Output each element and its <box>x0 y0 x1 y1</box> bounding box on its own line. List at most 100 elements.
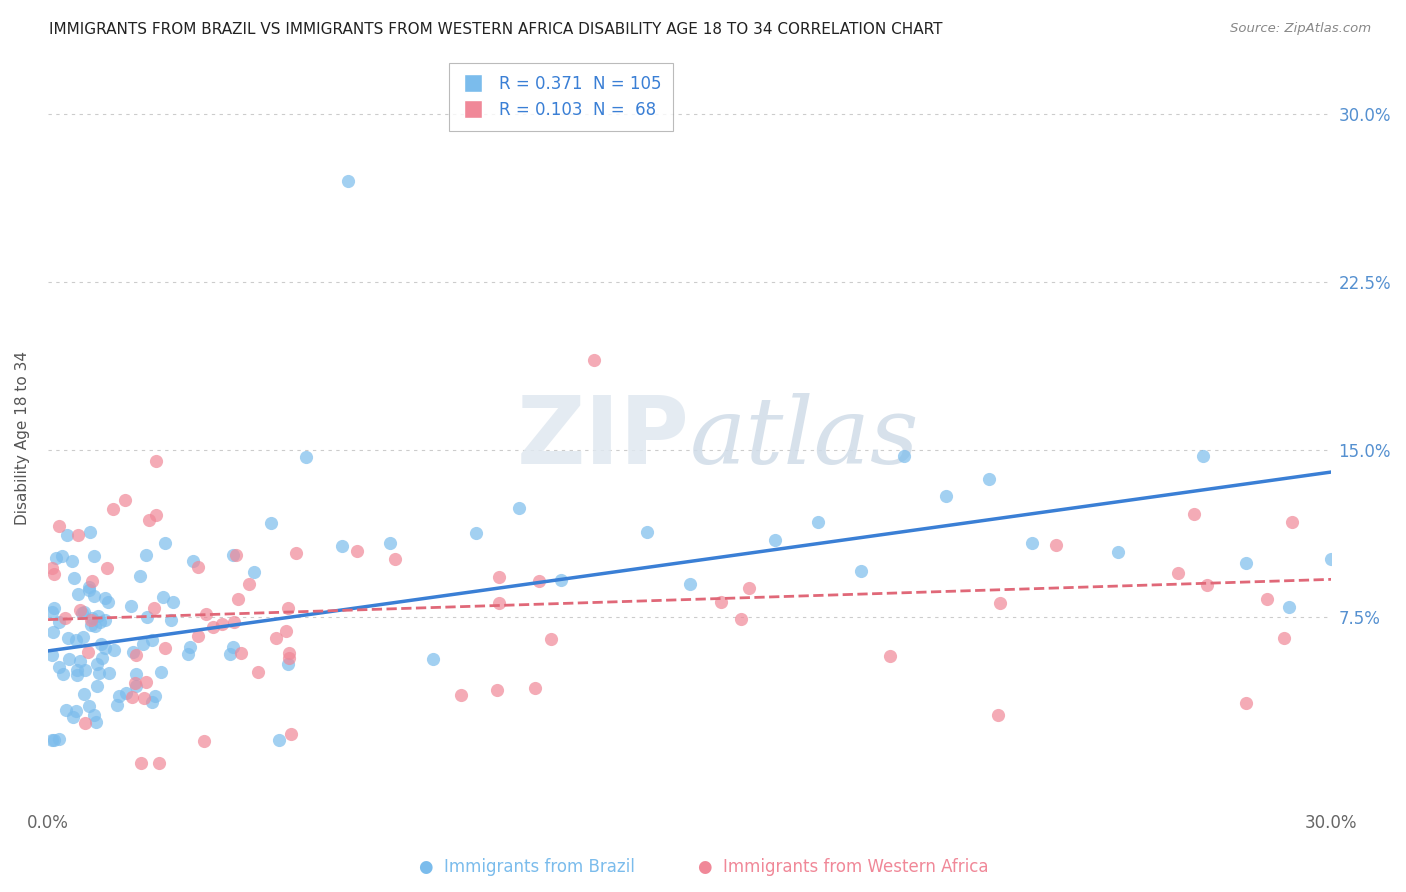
Point <box>730 612 752 626</box>
Point <box>277 657 299 671</box>
Point <box>55 703 77 717</box>
Point <box>76 645 98 659</box>
Point <box>53 611 76 625</box>
Point <box>238 576 260 591</box>
Point <box>1045 537 1067 551</box>
Point <box>58 631 80 645</box>
Point <box>1256 592 1278 607</box>
Y-axis label: Disability Age 18 to 34: Disability Age 18 to 34 <box>15 351 30 525</box>
Point <box>41 733 63 747</box>
Point <box>87 609 110 624</box>
Point <box>277 601 299 615</box>
Point <box>48 660 70 674</box>
Point <box>636 524 658 539</box>
Point <box>67 587 90 601</box>
Point <box>893 449 915 463</box>
Point <box>96 561 118 575</box>
Point <box>153 535 176 549</box>
Point <box>346 544 368 558</box>
Point <box>194 607 217 621</box>
Point <box>485 683 508 698</box>
Point <box>41 605 63 619</box>
Point <box>41 648 63 662</box>
Point <box>280 726 302 740</box>
Point <box>988 596 1011 610</box>
Point <box>179 640 201 654</box>
Point <box>42 601 65 615</box>
Point <box>89 615 111 629</box>
Point <box>69 654 91 668</box>
Point <box>55 527 77 541</box>
Point <box>1192 449 1215 463</box>
Point <box>42 625 65 640</box>
Point <box>48 519 70 533</box>
Point <box>125 679 148 693</box>
Point <box>73 606 96 620</box>
Point <box>70 606 93 620</box>
Point <box>124 666 146 681</box>
Point <box>276 624 298 639</box>
Point <box>90 636 112 650</box>
Point <box>124 676 146 690</box>
Point <box>295 450 318 465</box>
Point <box>330 539 353 553</box>
Point <box>807 515 830 529</box>
Point <box>103 643 125 657</box>
Point <box>79 524 101 539</box>
Point <box>136 609 159 624</box>
Point <box>229 647 252 661</box>
Point <box>1107 545 1129 559</box>
Point <box>224 615 246 629</box>
Point <box>66 663 89 677</box>
Point <box>260 516 283 530</box>
Point <box>80 618 103 632</box>
Point <box>121 690 143 704</box>
Point <box>219 647 242 661</box>
Point <box>550 573 572 587</box>
Point <box>488 569 510 583</box>
Point <box>83 549 105 563</box>
Point <box>143 600 166 615</box>
Point <box>278 650 301 665</box>
Point <box>159 613 181 627</box>
Point <box>336 174 359 188</box>
Point <box>128 569 150 583</box>
Point <box>145 454 167 468</box>
Text: ZIP: ZIP <box>517 392 690 484</box>
Point <box>141 695 163 709</box>
Point <box>225 548 247 562</box>
Point <box>44 733 66 747</box>
Point <box>114 492 136 507</box>
Point <box>134 690 156 705</box>
Point <box>679 577 702 591</box>
Point <box>65 667 87 681</box>
Point <box>278 646 301 660</box>
Point <box>65 633 87 648</box>
Point <box>211 617 233 632</box>
Point <box>143 689 166 703</box>
Point <box>86 680 108 694</box>
Point <box>84 618 107 632</box>
Point <box>107 690 129 704</box>
Point <box>162 595 184 609</box>
Point <box>125 648 148 663</box>
Point <box>58 652 80 666</box>
Point <box>149 665 172 680</box>
Point <box>153 641 176 656</box>
Point <box>79 613 101 627</box>
Point <box>193 734 215 748</box>
Point <box>103 501 125 516</box>
Text: Source: ZipAtlas.com: Source: ZipAtlas.com <box>1230 22 1371 36</box>
Point <box>247 665 270 679</box>
Point <box>152 591 174 605</box>
Point <box>177 647 200 661</box>
Point <box>145 508 167 522</box>
Point <box>284 545 307 559</box>
Point <box>122 645 145 659</box>
Point <box>222 548 245 562</box>
Point <box>737 581 759 595</box>
Point <box>94 641 117 656</box>
Point <box>90 651 112 665</box>
Point <box>380 536 402 550</box>
Point <box>83 708 105 723</box>
